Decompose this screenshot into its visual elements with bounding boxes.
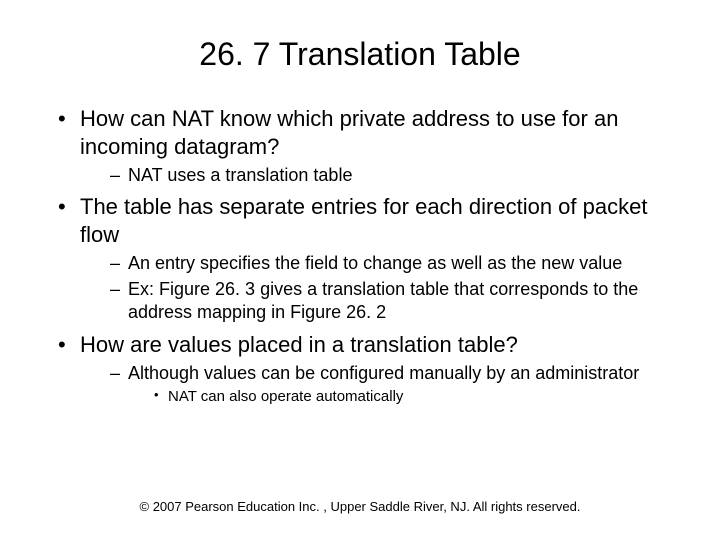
bullet-item: The table has separate entries for each … <box>58 193 680 324</box>
bullet-text: Although values can be configured manual… <box>128 363 639 383</box>
bullet-text: The table has separate entries for each … <box>80 194 647 247</box>
slide: 26. 7 Translation Table How can NAT know… <box>0 0 720 540</box>
bullet-subitem: An entry specifies the field to change a… <box>110 252 680 275</box>
bullet-item: How are values placed in a translation t… <box>58 331 680 407</box>
bullet-text: NAT uses a translation table <box>128 165 352 185</box>
bullet-list-sub: An entry specifies the field to change a… <box>80 252 680 324</box>
bullet-text: Ex: Figure 26. 3 gives a translation tab… <box>128 279 638 322</box>
bullet-text: NAT can also operate automatically <box>168 388 403 405</box>
bullet-list-sub: Although values can be configured manual… <box>80 362 680 407</box>
slide-title: 26. 7 Translation Table <box>40 36 680 73</box>
bullet-subitem: NAT uses a translation table <box>110 164 680 187</box>
bullet-subitem: Although values can be configured manual… <box>110 362 680 407</box>
bullet-text: How can NAT know which private address t… <box>80 106 618 159</box>
bullet-subsubitem: NAT can also operate automatically <box>154 387 680 407</box>
bullet-list-sub: NAT uses a translation table <box>80 164 680 187</box>
bullet-text: How are values placed in a translation t… <box>80 332 518 357</box>
bullet-item: How can NAT know which private address t… <box>58 105 680 187</box>
copyright-footer: © 2007 Pearson Education Inc. , Upper Sa… <box>0 499 720 514</box>
bullet-list: How can NAT know which private address t… <box>40 105 680 407</box>
bullet-subitem: Ex: Figure 26. 3 gives a translation tab… <box>110 278 680 325</box>
bullet-text: An entry specifies the field to change a… <box>128 253 622 273</box>
bullet-list-subsub: NAT can also operate automatically <box>128 387 680 407</box>
